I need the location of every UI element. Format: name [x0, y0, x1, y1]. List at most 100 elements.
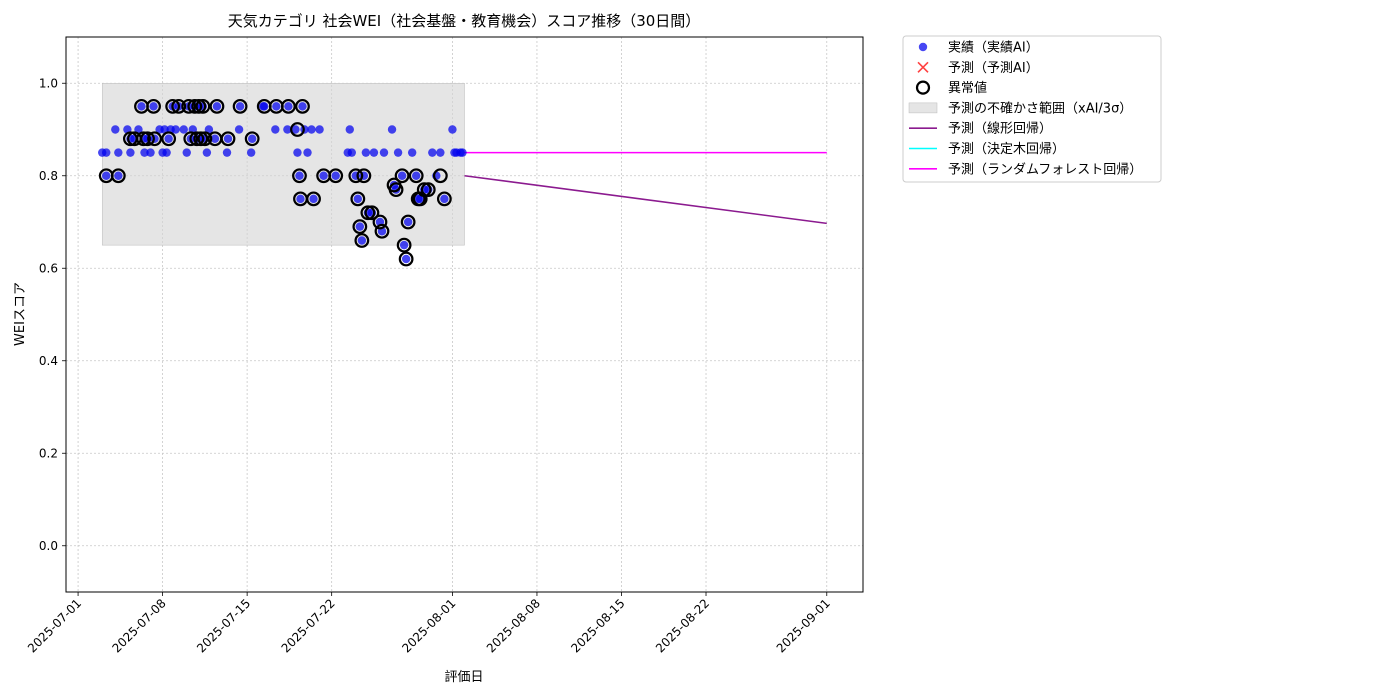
anomaly-marker — [412, 191, 428, 207]
x-tick-label: 2025-09-01 — [774, 596, 833, 655]
actual-point — [448, 125, 457, 134]
anomaly-marker — [181, 98, 197, 114]
actual-point — [146, 148, 155, 157]
actual-point — [403, 217, 413, 227]
anomaly-marker — [146, 98, 161, 114]
anomaly-marker — [195, 98, 211, 114]
actual-point — [134, 125, 143, 134]
anomaly-marker — [209, 98, 225, 114]
actual-point — [458, 148, 467, 157]
actual-point — [114, 148, 123, 157]
actual-point — [298, 102, 307, 111]
actual-point — [436, 148, 445, 157]
actual-point — [387, 125, 397, 134]
actual-point — [284, 102, 293, 111]
anomaly-marker — [306, 191, 321, 207]
anomaly-marker — [191, 98, 207, 114]
actual-point — [111, 125, 120, 134]
actual-point — [212, 102, 222, 111]
anomaly-marker — [171, 98, 187, 114]
plot-frame — [65, 36, 864, 593]
anomaly-marker — [328, 168, 344, 184]
actual-point — [223, 134, 233, 143]
legend-label: 異常値 — [948, 80, 987, 96]
legend-anomaly-marker — [915, 80, 931, 95]
anomaly-marker — [398, 251, 414, 267]
anomaly-marker — [161, 131, 177, 147]
anomaly-marker — [197, 131, 213, 147]
x-tick-label: 2025-08-01 — [399, 596, 458, 655]
actual-point — [283, 125, 292, 134]
actual-point — [235, 102, 245, 111]
actual-point — [379, 148, 389, 157]
x-axis-label: 評価日 — [444, 670, 483, 685]
anomaly-marker — [189, 131, 205, 147]
actual-point — [272, 102, 281, 111]
anomaly-marker — [432, 168, 448, 184]
legend-label: 実績（実績AI） — [948, 40, 1039, 56]
actual-point — [393, 148, 403, 157]
anomaly-marker — [400, 214, 416, 230]
legend-label: 予測の不確かさ範囲（xAI/3σ） — [948, 100, 1132, 116]
anomaly-marker — [408, 168, 424, 184]
linear-prediction-line — [464, 174, 827, 225]
x-tick-label: 2025-07-08 — [110, 596, 169, 655]
prediction-lines — [464, 151, 827, 225]
x-tick-label: 2025-07-15 — [194, 596, 253, 655]
anomaly-marker — [110, 168, 126, 184]
actual-point — [355, 222, 365, 231]
actual-point — [440, 194, 449, 204]
anomaly-marker — [136, 131, 151, 147]
actual-point — [202, 148, 212, 157]
y-tick-label: 0.6 — [39, 261, 58, 275]
anomaly-marker — [436, 191, 452, 207]
anomaly-marker — [147, 131, 162, 147]
anomaly-marker — [352, 219, 368, 235]
actual-point — [164, 134, 173, 143]
anomaly-marker — [295, 98, 310, 114]
y-tick-label: 0.2 — [39, 446, 58, 460]
actual-point — [407, 148, 417, 157]
anomaly-marker — [348, 168, 364, 184]
legend-uncertainty-swatch — [908, 102, 938, 114]
actual-point — [140, 148, 149, 157]
x-tick-label: 2025-08-15 — [568, 596, 627, 655]
actual-point — [137, 102, 146, 111]
anomaly-marker — [374, 223, 390, 239]
y-tick-label: 0.4 — [39, 354, 58, 368]
x-tick-label: 2025-07-22 — [279, 596, 338, 655]
anomaly-marker — [187, 98, 203, 114]
actual-point — [234, 125, 244, 134]
legend-label: 予測（予測AI） — [948, 61, 1039, 76]
legend-label: 予測（ランダムフォレスト回帰） — [948, 161, 1142, 177]
actual-point — [162, 148, 171, 157]
actual-point — [246, 148, 256, 157]
actual-point — [271, 125, 280, 134]
anomaly-marker — [360, 205, 376, 221]
actual-point — [247, 134, 257, 143]
actual-point — [293, 148, 302, 157]
anomaly-marker — [280, 98, 296, 114]
chart-title: 天気カテゴリ 社会WEI（社会基盤・教育機会）スコア推移（30日間） — [228, 12, 701, 30]
anomaly-marker — [416, 182, 432, 198]
legend-actual-marker — [918, 42, 928, 52]
anomaly-marker — [193, 131, 209, 147]
x-tick-label: 2025-08-08 — [484, 596, 543, 655]
actual-point — [399, 240, 409, 250]
x-tick-label: 2025-07-01 — [25, 596, 84, 655]
anomaly-marker — [396, 237, 412, 253]
actual-point — [347, 148, 356, 157]
y-axis-label: WEIスコア — [13, 282, 28, 346]
anomaly-marker — [292, 168, 307, 184]
actual-point — [296, 194, 305, 204]
actual-point — [204, 125, 214, 134]
scatter-points — [98, 98, 467, 267]
actual-point — [331, 171, 340, 180]
actual-point — [149, 102, 158, 111]
actual-point — [102, 148, 111, 157]
legend-label: 予測（線形回帰） — [948, 121, 1052, 137]
actual-point — [401, 254, 411, 264]
actual-point — [160, 125, 169, 134]
